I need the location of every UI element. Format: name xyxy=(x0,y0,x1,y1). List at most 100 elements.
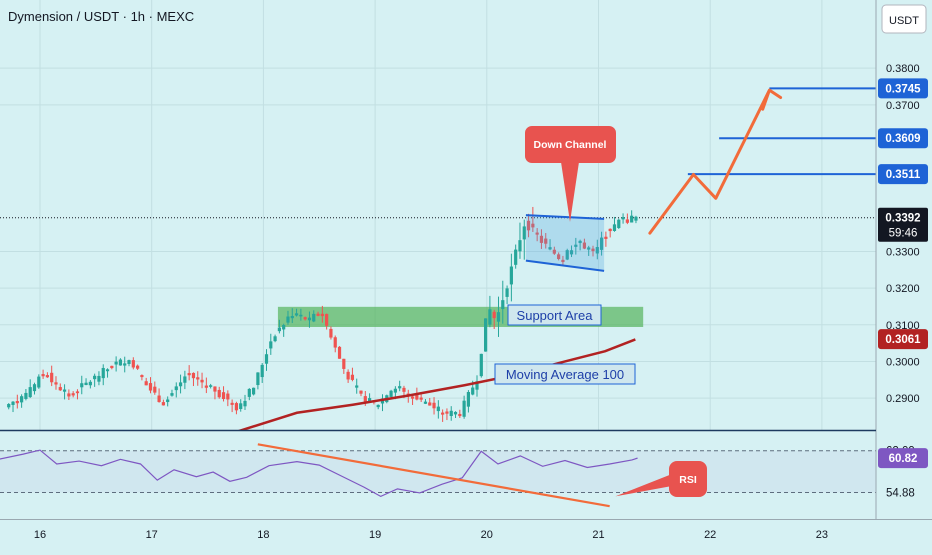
candle-body xyxy=(200,379,204,383)
candle-body xyxy=(148,383,153,391)
candle-body xyxy=(80,383,84,388)
candle-body xyxy=(466,392,471,407)
projection xyxy=(648,88,783,235)
candle-body xyxy=(252,387,256,395)
y-tick-label: 0.3300 xyxy=(886,246,920,258)
candle-body xyxy=(88,381,92,386)
candle-body xyxy=(260,364,264,378)
candle-body xyxy=(174,386,178,391)
down-channel-label: Down Channel xyxy=(534,139,607,151)
candle-body xyxy=(612,224,617,231)
candle-body xyxy=(234,403,239,411)
candle-body xyxy=(634,216,638,221)
price-level-label: 0.3745 xyxy=(885,83,921,95)
candle-body xyxy=(11,401,15,405)
candle-body xyxy=(312,313,316,322)
rsi-background xyxy=(0,431,876,512)
support-area-box xyxy=(507,304,602,326)
rsi-current-tag xyxy=(878,448,928,469)
candle-body xyxy=(355,385,359,388)
candle-body xyxy=(282,325,286,330)
current-price-tag xyxy=(878,207,928,242)
candle-body xyxy=(183,376,187,383)
candle-body xyxy=(41,374,45,377)
candle-body xyxy=(337,346,342,359)
candle-body xyxy=(67,393,71,397)
candle-body xyxy=(20,396,24,403)
candle-body xyxy=(462,400,466,417)
y-tick-label: 0.3000 xyxy=(886,356,920,368)
candle-body xyxy=(316,313,320,316)
candle-body xyxy=(37,376,41,388)
candle-body xyxy=(140,375,144,378)
candle-body xyxy=(54,382,58,385)
candle-body xyxy=(97,375,101,382)
candle-body xyxy=(608,228,612,232)
candle-body xyxy=(58,387,62,391)
currency-button[interactable]: USDT xyxy=(881,4,927,34)
candle-body xyxy=(294,313,299,316)
candle-body xyxy=(114,361,118,365)
price-level-tag xyxy=(878,128,928,149)
candle-body xyxy=(350,374,355,380)
candle-body xyxy=(376,404,380,408)
x-tick-label: 21 xyxy=(592,529,604,541)
rsi-level-label: 54.88 xyxy=(886,487,915,499)
candle-body xyxy=(136,365,140,369)
x-tick-label: 23 xyxy=(816,529,828,541)
candle-body xyxy=(71,393,75,396)
down-channel-upper xyxy=(525,214,605,220)
candle-body xyxy=(419,397,423,400)
candle-body xyxy=(131,360,135,368)
y-tick-label: 0.3200 xyxy=(886,283,920,295)
candle-body xyxy=(226,393,230,400)
projection-path xyxy=(648,88,783,235)
candle-body xyxy=(436,406,440,412)
candle-body xyxy=(15,401,19,404)
y-tick-label: 0.3800 xyxy=(886,63,920,75)
moving-average xyxy=(238,338,636,433)
down-channel-fill xyxy=(525,215,605,271)
candle-body xyxy=(161,402,165,406)
currency-label: USDT xyxy=(889,15,919,27)
candle-body xyxy=(93,375,97,380)
current-price-label: 0.3392 xyxy=(885,213,920,225)
candle-body xyxy=(243,400,247,407)
candle-body xyxy=(432,402,436,409)
candles xyxy=(7,206,638,422)
x-tick-label: 16 xyxy=(34,529,46,541)
x-tick-label: 18 xyxy=(257,529,269,541)
candle-body xyxy=(303,317,307,320)
candle-body xyxy=(531,223,535,228)
candle-body xyxy=(28,387,32,398)
candle-body xyxy=(496,312,501,322)
candle-body xyxy=(441,412,445,415)
rsi-callout xyxy=(669,461,707,497)
candle-body xyxy=(118,359,123,366)
candle-body xyxy=(535,232,539,235)
y-tick-label: 0.3700 xyxy=(886,100,920,112)
candle-body xyxy=(625,219,629,223)
candle-body xyxy=(178,382,183,387)
candle-body xyxy=(123,363,127,366)
candle-body xyxy=(277,327,281,332)
candle-body xyxy=(221,392,226,400)
candle-body xyxy=(621,217,625,220)
candle-body xyxy=(548,247,552,250)
price-level-tag xyxy=(878,164,928,185)
candle-body xyxy=(333,337,337,348)
y-tick-label: 0.2900 xyxy=(886,393,920,405)
candle-body xyxy=(599,237,604,250)
candle-body xyxy=(273,336,277,342)
candle-body xyxy=(110,365,114,369)
candle-body xyxy=(604,236,608,239)
candle-body xyxy=(45,375,49,378)
chart-title: Dymension / USDT · 1h · MEXC xyxy=(8,9,194,24)
candle-body xyxy=(445,411,449,414)
candle-body xyxy=(617,219,621,228)
candle-body xyxy=(75,391,80,394)
candle-body xyxy=(230,402,234,405)
candle-body xyxy=(269,341,273,349)
